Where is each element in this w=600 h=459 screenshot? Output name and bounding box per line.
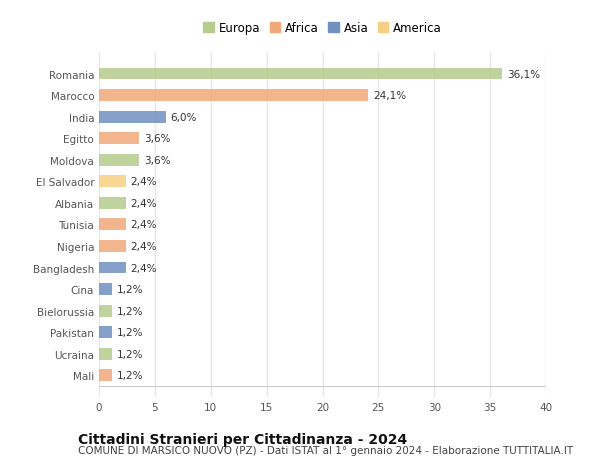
Text: 24,1%: 24,1% [373, 91, 406, 101]
Bar [99, 68, 502, 80]
Text: 1,2%: 1,2% [117, 306, 143, 316]
Text: 1,2%: 1,2% [117, 285, 143, 294]
Text: Cittadini Stranieri per Cittadinanza - 2024: Cittadini Stranieri per Cittadinanza - 2… [78, 432, 407, 446]
Bar [99, 369, 112, 381]
Text: 6,0%: 6,0% [170, 112, 197, 123]
Text: 3,6%: 3,6% [144, 134, 170, 144]
Bar [99, 348, 112, 360]
Text: 2,4%: 2,4% [130, 241, 157, 252]
Text: 2,4%: 2,4% [130, 220, 157, 230]
Text: 3,6%: 3,6% [144, 156, 170, 165]
Text: COMUNE DI MARSICO NUOVO (PZ) - Dati ISTAT al 1° gennaio 2024 - Elaborazione TUTT: COMUNE DI MARSICO NUOVO (PZ) - Dati ISTA… [78, 445, 573, 455]
Bar [99, 112, 166, 123]
Text: 1,2%: 1,2% [117, 327, 143, 337]
Bar [99, 241, 126, 252]
Text: 2,4%: 2,4% [130, 177, 157, 187]
Bar [99, 176, 126, 188]
Text: 2,4%: 2,4% [130, 263, 157, 273]
Bar [99, 90, 368, 102]
Text: 36,1%: 36,1% [507, 69, 540, 79]
Bar [99, 284, 112, 295]
Bar [99, 197, 126, 209]
Bar [99, 326, 112, 338]
Bar [99, 155, 139, 166]
Text: 1,2%: 1,2% [117, 349, 143, 359]
Legend: Europa, Africa, Asia, America: Europa, Africa, Asia, America [199, 17, 446, 40]
Bar [99, 262, 126, 274]
Text: 1,2%: 1,2% [117, 370, 143, 381]
Text: 2,4%: 2,4% [130, 198, 157, 208]
Bar [99, 219, 126, 231]
Bar [99, 305, 112, 317]
Bar [99, 133, 139, 145]
